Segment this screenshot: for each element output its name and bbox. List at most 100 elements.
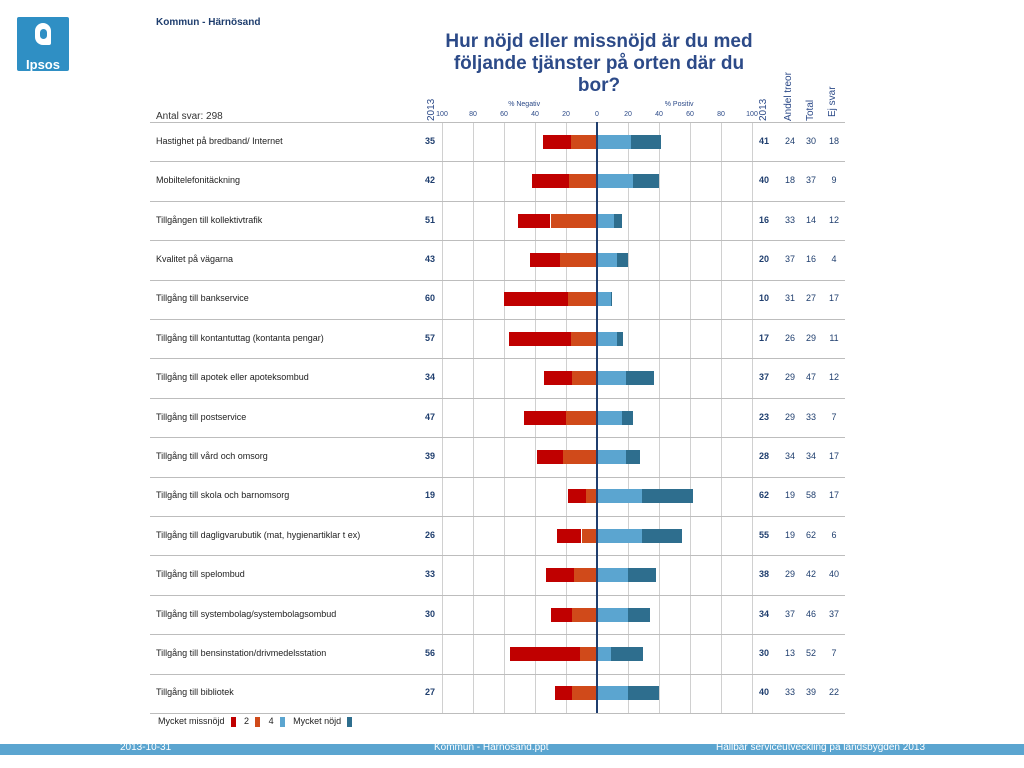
bar-segment-4 <box>597 686 628 701</box>
row-label: Tillgång till dagligvarubutik (mat, hygi… <box>156 529 361 540</box>
bar-segment-5 <box>610 646 644 661</box>
total-value: 47 <box>805 372 817 383</box>
ej-svar-value: 11 <box>829 332 839 343</box>
total-value: 16 <box>805 253 817 264</box>
bar-segment-1 <box>544 371 573 386</box>
zero-line <box>596 122 598 713</box>
neg-value: 56 <box>425 647 436 658</box>
total-value: 34 <box>805 450 817 461</box>
bar-segment-2 <box>572 371 597 386</box>
pos-value: 34 <box>759 608 770 619</box>
row-label: Tillgång till bensinstation/drivmedelsst… <box>156 647 327 658</box>
tick-label: 40 <box>655 111 663 118</box>
row-label: Tillgång till postservice <box>156 411 247 422</box>
row-divider <box>150 200 845 202</box>
ej-svar-value: 9 <box>831 175 837 186</box>
bar-segment-5 <box>621 410 633 425</box>
bar-segment-5 <box>628 568 656 583</box>
col-total: Total <box>805 99 816 121</box>
bar-segment-4 <box>597 607 628 622</box>
tick-label: 20 <box>624 111 632 118</box>
bar-segment-4 <box>597 568 628 583</box>
total-value: 42 <box>805 569 817 580</box>
row-divider <box>150 713 845 714</box>
pos-value: 41 <box>759 135 770 146</box>
bar-segment-1 <box>536 449 563 464</box>
pos-value: 10 <box>759 293 770 304</box>
row-label: Tillgång till apotek eller apoteksombud <box>156 372 309 383</box>
ej-svar-value: 12 <box>828 214 840 225</box>
row-label: Hastighet på bredband/ Internet <box>156 135 283 146</box>
andel-value: 34 <box>784 450 796 461</box>
logo-text: Ipsos <box>26 57 60 71</box>
gridline <box>659 122 660 713</box>
bar-segment-4 <box>597 252 618 267</box>
bar-segment-5 <box>617 252 628 267</box>
ej-svar-value: 40 <box>828 569 840 580</box>
ej-svar-value: 7 <box>831 647 837 658</box>
andel-value: 37 <box>784 608 796 619</box>
bar-segment-4 <box>597 331 618 346</box>
neg-value: 35 <box>425 135 436 146</box>
footer-file: Kommun - Härnösand.ppt <box>434 742 549 753</box>
bar-segment-5 <box>641 489 694 504</box>
total-value: 14 <box>805 214 817 225</box>
andel-value: 29 <box>784 372 796 383</box>
bar-segment-1 <box>517 213 551 228</box>
andel-value: 37 <box>784 253 796 264</box>
antal-svar: Antal svar: 298 <box>156 111 223 122</box>
col-ej-svar: Ej svar <box>827 86 838 117</box>
bar-segment-5 <box>626 371 655 386</box>
ej-svar-value: 22 <box>828 687 840 698</box>
bar-segment-1 <box>524 410 566 425</box>
pos-value: 28 <box>759 450 770 461</box>
ej-svar-value: 4 <box>831 253 837 264</box>
bar-segment-2 <box>570 134 597 149</box>
total-value: 33 <box>805 411 817 422</box>
row-divider <box>150 397 845 399</box>
bar-segment-5 <box>610 292 613 307</box>
bar-segment-2 <box>567 292 597 307</box>
ej-svar-value: 17 <box>828 450 840 461</box>
neg-value: 42 <box>425 175 436 186</box>
row-label: Mobiltelefonitäckning <box>156 175 241 186</box>
legend-swatch-1 <box>230 716 236 727</box>
row-divider <box>150 594 845 596</box>
row-divider <box>150 476 845 478</box>
pos-value: 20 <box>759 253 770 264</box>
row-divider <box>150 437 845 439</box>
total-value: 30 <box>805 135 817 146</box>
bar-segment-5 <box>628 686 659 701</box>
bar-segment-2 <box>572 607 597 622</box>
row-divider <box>150 161 845 163</box>
bar-segment-2 <box>569 174 597 189</box>
row-divider <box>150 319 845 320</box>
bar-segment-1 <box>504 292 568 307</box>
bar-segment-1 <box>508 331 571 346</box>
legend-swatch-5 <box>347 716 353 727</box>
row-label: Tillgången till kollektivtrafik <box>156 214 263 225</box>
total-value: 39 <box>805 687 817 698</box>
bar-segment-4 <box>597 449 627 464</box>
row-divider <box>150 673 845 675</box>
andel-value: 18 <box>784 175 796 186</box>
neg-value: 43 <box>425 253 436 264</box>
pos-value: 23 <box>759 411 770 422</box>
ej-svar-value: 17 <box>828 490 840 501</box>
bar-segment-5 <box>626 449 641 464</box>
bar-segment-4 <box>597 646 611 661</box>
ej-svar-value: 18 <box>828 135 840 146</box>
row-label: Tillgång till skola och barnomsorg <box>156 490 290 501</box>
gridline <box>721 122 722 713</box>
total-value: 29 <box>805 332 817 343</box>
total-value: 62 <box>805 529 817 540</box>
tick-label: 60 <box>686 111 694 118</box>
andel-value: 31 <box>784 293 796 304</box>
bar-segment-2 <box>581 528 597 543</box>
andel-value: 19 <box>784 490 796 501</box>
neg-value: 19 <box>425 490 436 501</box>
bar-segment-1 <box>555 686 573 701</box>
kommun-label: Kommun - Härnösand <box>156 17 261 28</box>
andel-value: 24 <box>784 135 796 146</box>
bar-segment-5 <box>628 607 650 622</box>
